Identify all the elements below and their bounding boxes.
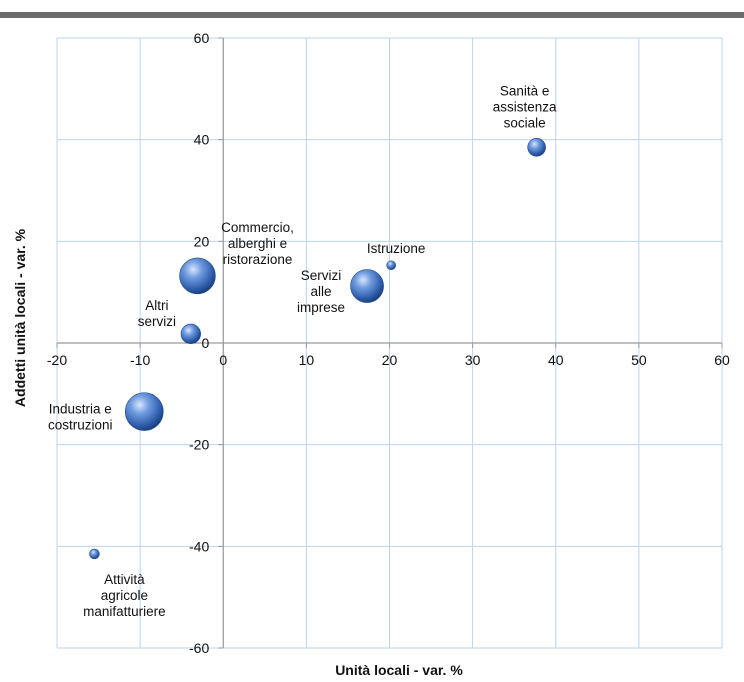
bubble-label-line: manifatturiere	[83, 604, 166, 619]
data-points	[89, 138, 546, 560]
bubble-label: Altri servizi	[138, 298, 176, 329]
y-tick-label: 0	[201, 335, 209, 351]
bubble-label-line: servizi	[138, 314, 176, 329]
bubble-label: Commercio, alberghi e ristorazione	[221, 220, 294, 267]
bubble-label-line: Attività	[104, 572, 145, 587]
x-tick-label: 50	[631, 352, 647, 368]
bubble-point	[350, 269, 384, 303]
x-tick-label: -10	[130, 352, 150, 368]
bubble-label-line: alle	[311, 284, 332, 299]
y-tick-label: -40	[189, 538, 209, 554]
bubble-label-line: Altri	[145, 298, 168, 313]
bubble-label: Istruzione	[367, 241, 426, 256]
bubble-label: Industria e costruzioni	[48, 402, 113, 433]
bubble-label-line: Sanità e	[500, 83, 550, 98]
bubble-label-line: costruzioni	[48, 418, 113, 433]
y-tick-label: 40	[194, 132, 210, 148]
y-tick-label: -20	[189, 437, 209, 453]
bubble-label-line: imprese	[297, 300, 345, 315]
x-tick-label: 0	[219, 352, 227, 368]
bubble-label: Attività agricole manifatturiere	[83, 572, 166, 619]
bubble-point	[89, 548, 100, 560]
bubble-label-line: Industria e	[49, 402, 112, 417]
bubble-point	[527, 138, 546, 157]
y-tick-label: -60	[189, 640, 209, 656]
y-tick-label: 60	[194, 30, 210, 46]
x-axis-title: Unità locali - var. %	[335, 662, 463, 678]
bubble-point	[179, 257, 216, 295]
x-tick-label: 40	[548, 352, 564, 368]
y-tick-label: 20	[194, 233, 210, 249]
bubble-label-line: agricole	[101, 588, 148, 603]
bubble-point	[124, 392, 164, 431]
bubble-point	[180, 323, 201, 344]
bubble-label: Sanità e assistenza sociale	[493, 83, 557, 130]
bubble-point	[386, 260, 396, 271]
x-tick-label: 10	[299, 352, 315, 368]
bubble-label-line: ristorazione	[223, 252, 293, 267]
bubble-label: Servizi alle imprese	[297, 268, 345, 315]
bubble-label-line: assistenza	[493, 99, 557, 114]
x-tick-label: 20	[382, 352, 398, 368]
bubble-label-line: Servizi	[301, 268, 342, 283]
axes	[56, 37, 723, 649]
x-tick-label: 30	[465, 352, 481, 368]
top-rule	[0, 12, 744, 18]
bubble-label-line: sociale	[504, 115, 546, 130]
tick-labels: -20 -10 0 10 20 30 40 50 60 -60 -40 -20 0 20 40 60	[47, 30, 730, 656]
x-tick-label: 60	[714, 352, 730, 368]
bubble-label-line: Istruzione	[367, 241, 426, 256]
bubble-label-line: alberghi e	[228, 236, 287, 251]
data-labels: Sanità e assistenza sociale Istruzione Comme…	[48, 83, 557, 619]
y-axis-title: Addetti unità locali - var. %	[12, 228, 28, 407]
bubble-label-line: Commercio,	[221, 220, 294, 235]
x-tick-label: -20	[47, 352, 67, 368]
